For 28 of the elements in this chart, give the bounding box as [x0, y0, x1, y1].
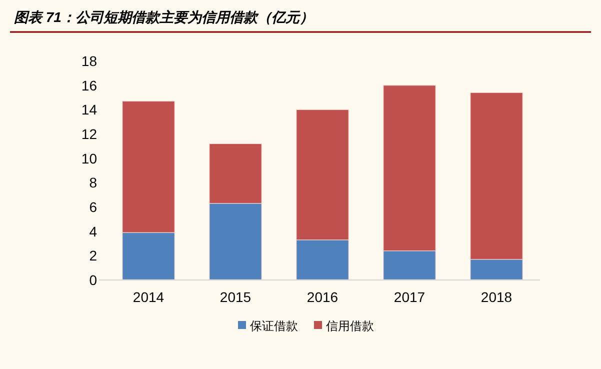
bar	[122, 232, 175, 280]
chart-title: 图表 71：公司短期借款主要为信用借款（亿元）	[14, 9, 314, 25]
bar	[296, 109, 349, 240]
legend-label: 保证借款	[250, 319, 298, 333]
bar	[209, 143, 262, 204]
x-tick-label: 2015	[220, 289, 252, 305]
y-tick-label: 6	[89, 199, 98, 215]
x-tick-label: 2018	[480, 289, 512, 305]
x-tick-label: 2014	[132, 289, 164, 305]
bar	[383, 85, 436, 252]
y-tick-label: 4	[89, 223, 98, 240]
y-tick-label: 16	[81, 77, 98, 94]
bar	[209, 203, 262, 280]
y-tick-label: 2	[89, 248, 98, 264]
y-tick-label: 12	[81, 126, 98, 142]
x-tick-label: 2016	[306, 289, 338, 305]
x-tick-label: 2017	[394, 289, 426, 305]
bar	[383, 250, 436, 280]
y-tick-label: 18	[81, 53, 98, 69]
bar	[470, 92, 523, 260]
bar	[296, 240, 349, 280]
bar	[470, 259, 523, 280]
bar	[122, 100, 175, 233]
y-tick-label: 10	[81, 150, 98, 166]
y-tick-label: 0	[89, 272, 98, 288]
y-tick-label: 14	[81, 102, 98, 118]
y-tick-label: 8	[89, 174, 98, 191]
legend-label: 信用借款	[326, 319, 374, 333]
